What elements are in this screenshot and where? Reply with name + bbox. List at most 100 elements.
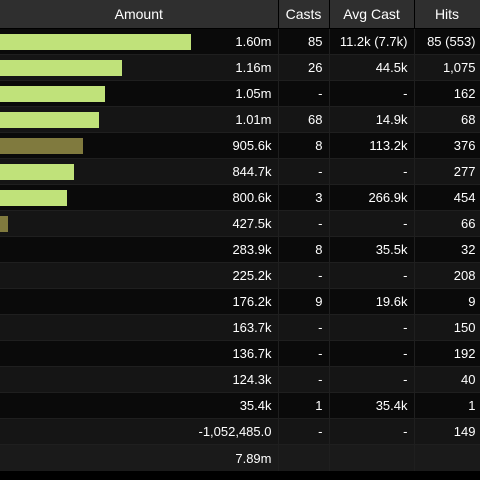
amount-value: 427.5k (232, 216, 272, 231)
amount-cell: 1.01m (0, 106, 279, 133)
casts-cell: - (278, 340, 330, 367)
avg-cast-cell: 35.5k (329, 236, 415, 263)
amount-cell: 176.2k (0, 288, 279, 315)
avg-cast-cell: 11.2k (7.7k) (329, 28, 415, 55)
header-hits[interactable]: Hits (414, 0, 480, 29)
avg-cast-cell: - (329, 158, 415, 185)
casts-cell: 85 (278, 28, 330, 55)
casts-cell: 1 (278, 392, 330, 419)
amount-value: 283.9k (232, 242, 272, 257)
total-amount: 7.89m (0, 444, 279, 471)
hits-cell: 1,075 (414, 54, 480, 81)
table-row[interactable]: 1.01m 68 14.9k 68 (0, 106, 480, 133)
amount-cell: 124.3k (0, 366, 279, 393)
hits-cell: 454 (414, 184, 480, 211)
avg-cast-cell: - (329, 418, 415, 445)
header-amount[interactable]: Amount (0, 0, 279, 29)
hits-cell: 150 (414, 314, 480, 341)
table-row[interactable]: 427.5k - -66 (0, 210, 480, 237)
hits-cell: 40 (414, 366, 480, 393)
amount-bar (0, 216, 9, 232)
avg-cast-cell: - (329, 314, 415, 341)
amount-value: 844.7k (232, 164, 272, 179)
casts-cell: 9 (278, 288, 330, 315)
casts-cell: 3 (278, 184, 330, 211)
avg-cast-cell: 266.9k (329, 184, 415, 211)
total-casts (278, 444, 330, 471)
casts-cell: - (278, 158, 330, 185)
table-row[interactable]: 124.3k - -40 (0, 366, 480, 393)
table-row[interactable]: 1.60m 85 11.2k (7.7k) 85 (553) (0, 28, 480, 55)
amount-value: 163.7k (232, 320, 272, 335)
table-row[interactable]: 1.16m 26 44.5k 1,075 (0, 54, 480, 81)
amount-value: 1.16m (235, 60, 272, 75)
amount-value: 1.60m (235, 34, 272, 49)
casts-cell: - (278, 210, 330, 237)
casts-cell: 26 (278, 54, 330, 81)
amount-cell: -1,052,485.0 (0, 418, 279, 445)
total-hits (414, 444, 480, 471)
header-casts[interactable]: Casts (278, 0, 330, 29)
avg-cast-cell: - (329, 366, 415, 393)
amount-cell: 225.2k (0, 262, 279, 289)
amount-value: -1,052,485.0 (198, 424, 272, 439)
table-row[interactable]: 844.7k - -277 (0, 158, 480, 185)
avg-cast-cell: 14.9k (329, 106, 415, 133)
amount-cell: 35.4k (0, 392, 279, 419)
table-row[interactable]: 905.6k 8 113.2k 376 (0, 132, 480, 159)
hits-cell: 376 (414, 132, 480, 159)
table-row[interactable]: 1.05m - -162 (0, 80, 480, 107)
amount-bar (0, 34, 192, 50)
amount-cell: 136.7k (0, 340, 279, 367)
casts-cell: 68 (278, 106, 330, 133)
hits-cell: 162 (414, 80, 480, 107)
table-row[interactable]: 176.2k 9 19.6k 9 (0, 288, 480, 315)
table-row[interactable]: 163.7k - -150 (0, 314, 480, 341)
hits-cell: 208 (414, 262, 480, 289)
avg-cast-cell: - (329, 262, 415, 289)
amount-value: 176.2k (232, 294, 272, 309)
amount-cell: 1.16m (0, 54, 279, 81)
amount-cell: 283.9k (0, 236, 279, 263)
table-row[interactable]: 800.6k 3 266.9k 454 (0, 184, 480, 211)
table-row[interactable]: -1,052,485.0- -149 (0, 418, 480, 445)
avg-cast-cell: - (329, 80, 415, 107)
avg-cast-cell: 35.4k (329, 392, 415, 419)
total-avg-cast (329, 444, 415, 471)
amount-cell: 163.7k (0, 314, 279, 341)
table-body: 1.60m 85 11.2k (7.7k) 85 (553) 1.16m 26 44.5k 1… (0, 28, 480, 445)
total-amount-value: 7.89m (235, 450, 272, 466)
table-row[interactable]: 136.7k - -192 (0, 340, 480, 367)
hits-cell: 85 (553) (414, 28, 480, 55)
amount-value: 1.01m (235, 112, 272, 127)
table-row[interactable]: 225.2k - -208 (0, 262, 480, 289)
avg-cast-cell: 19.6k (329, 288, 415, 315)
hits-cell: 277 (414, 158, 480, 185)
hits-cell: 9 (414, 288, 480, 315)
casts-cell: - (278, 314, 330, 341)
casts-cell: - (278, 262, 330, 289)
casts-cell: - (278, 80, 330, 107)
avg-cast-cell: 113.2k (329, 132, 415, 159)
hits-cell: 149 (414, 418, 480, 445)
amount-value: 124.3k (232, 372, 272, 387)
casts-cell: - (278, 366, 330, 393)
amount-value: 35.4k (239, 398, 272, 413)
amount-value: 800.6k (232, 190, 272, 205)
casts-cell: 8 (278, 132, 330, 159)
header-avg-cast[interactable]: Avg Cast (329, 0, 415, 29)
avg-cast-cell: - (329, 340, 415, 367)
table-row[interactable]: 283.9k 8 35.5k 32 (0, 236, 480, 263)
hits-cell: 68 (414, 106, 480, 133)
total-row: 7.89m (0, 444, 480, 471)
amount-cell: 1.05m (0, 80, 279, 107)
table-row[interactable]: 35.4k 1 35.4k 1 (0, 392, 480, 419)
hits-cell: 192 (414, 340, 480, 367)
amount-cell: 800.6k (0, 184, 279, 211)
casts-cell: - (278, 418, 330, 445)
header-row: Amount Casts Avg Cast Hits (0, 0, 480, 29)
amount-value: 905.6k (232, 138, 272, 153)
amount-bar (0, 138, 84, 154)
casts-cell: 8 (278, 236, 330, 263)
